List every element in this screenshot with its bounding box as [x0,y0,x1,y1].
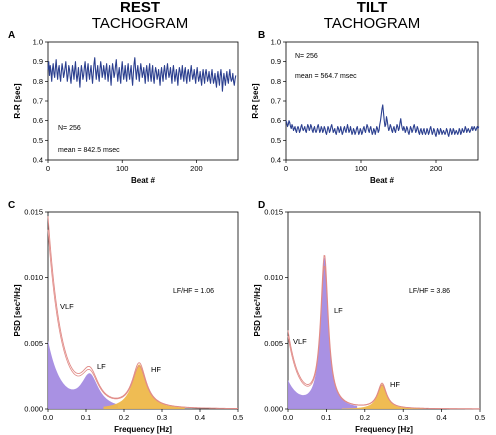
y-tick-label: 0.015 [24,208,43,217]
band-label-hf: HF [390,380,400,389]
x-tick-label: 100 [355,164,368,173]
rr-interval-series-line [285,104,480,137]
y-tick-label: 0.015 [264,208,283,217]
rr-interval-series-line [47,57,237,92]
band-label-vlf: VLF [293,337,307,346]
rest-title: REST [120,0,160,16]
annotation: N= 256 [295,53,318,60]
tilt-subtitle: TACHOGRAM [324,15,420,32]
psd-model-line [47,229,239,409]
panel-d-tilt-psd: 0.000 0.005 0.010 0.015 0.0 0.1 0.2 0.3 0.4 0.5 Fr… [253,200,485,434]
band-label-hf: HF [151,365,161,374]
y-tick-label: 0.5 [33,136,43,145]
x-tick-label: 0.0 [43,413,53,422]
y-tick-label: 0.005 [264,339,283,348]
y-axis-label: PSD [sec²/Hz] [13,284,22,336]
x-tick-label: 100 [116,164,129,173]
y-tick-label: 0.4 [271,156,281,165]
x-axis-label: Beat # [370,176,395,185]
y-tick-label: 0.005 [24,339,43,348]
y-tick-label: 1.0 [33,38,43,47]
x-tick-label: 0.2 [360,413,370,422]
y-tick-label: 0.8 [271,77,281,86]
y-tick-label: 0.9 [33,57,43,66]
annotation: mean = 564.7 msec [295,73,357,80]
tilt-title: TILT [357,0,388,16]
panel-letter: C [8,200,15,211]
annotation: LF/HF = 1.06 [173,288,214,295]
hf-band-area [103,364,185,409]
y-tick-label: 1.0 [271,38,281,47]
rest-subtitle: TACHOGRAM [92,15,188,32]
x-tick-label: 0.3 [157,413,167,422]
y-tick-label: 0.010 [24,273,43,282]
band-label-vlf: VLF [60,302,74,311]
panel-letter: A [8,30,15,41]
panel-a-rest-tachogram: 0.4 0.5 0.6 0.7 0.8 0.9 1.0 0 100 200 Beat # R-R [s… [8,30,239,185]
y-tick-label: 0.6 [33,116,43,125]
panel-b-tilt-tachogram: 0.4 0.5 0.6 0.7 0.8 0.9 1.0 0 100 200 Beat # R-R [s… [251,30,480,185]
hf-band-area [341,384,427,409]
y-tick-label: 0.000 [264,405,283,414]
y-tick-label: 0.7 [271,97,281,106]
annotation: LF/HF = 3.86 [409,288,450,295]
y-axis-label: PSD [sec²/Hz] [253,284,262,336]
annotation: mean = 842.5 msec [58,147,120,154]
x-tick-label: 0.2 [119,413,129,422]
y-tick-label: 0.5 [271,136,281,145]
band-label-lf: LF [97,362,106,371]
y-axis-label: R-R [sec] [13,83,22,118]
panel-letter: B [258,30,265,41]
x-tick-label: 0.5 [233,413,243,422]
x-axis-label: Beat # [131,176,156,185]
x-tick-label: 200 [190,164,203,173]
x-tick-label: 0.4 [195,413,205,422]
panel-c-rest-psd: 0.000 0.005 0.010 0.015 0.0 0.1 0.2 0.3 0.4 0.5 Fr… [8,200,243,434]
plot-frame [47,41,239,161]
y-tick-label: 0.4 [33,156,43,165]
y-tick-label: 0.9 [271,57,281,66]
y-tick-label: 0.6 [271,116,281,125]
x-tick-label: 0 [46,164,50,173]
y-tick-label: 0.7 [33,97,43,106]
y-tick-label: 0.010 [264,273,283,282]
panel-letter: D [258,200,265,211]
x-tick-label: 200 [430,164,443,173]
x-tick-label: 0 [284,164,288,173]
x-tick-label: 0.0 [283,413,293,422]
y-axis-label: R-R [sec] [251,83,260,118]
y-tick-label: 0.8 [33,77,43,86]
x-tick-label: 0.4 [436,413,446,422]
x-tick-label: 0.3 [398,413,408,422]
x-tick-label: 0.1 [321,413,331,422]
annotation: N= 256 [58,125,81,132]
x-axis-label: Frequency [Hz] [355,425,413,434]
band-label-lf: LF [334,306,343,315]
y-tick-label: 0.000 [24,405,43,414]
psd-model-line [287,265,481,410]
lf-band-area [48,340,118,409]
x-tick-label: 0.5 [475,413,485,422]
x-axis-label: Frequency [Hz] [114,425,172,434]
lf-band-area [288,257,358,409]
x-tick-label: 0.1 [81,413,91,422]
